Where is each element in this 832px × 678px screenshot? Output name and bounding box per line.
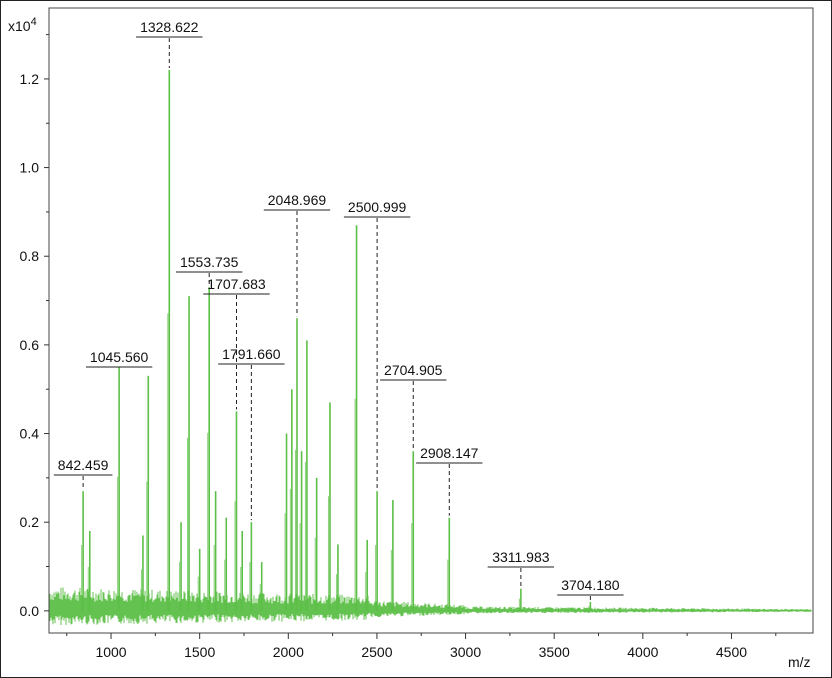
- peak-label: 2908.147: [420, 445, 479, 461]
- peak-label: 842.459: [58, 457, 109, 473]
- peak-label: 3311.983: [492, 549, 550, 565]
- peak-label: 2704.905: [384, 362, 443, 378]
- x-tick-label: 4500: [716, 644, 747, 660]
- x-tick-label: 1000: [95, 644, 126, 660]
- x-tick-label: 1500: [184, 644, 215, 660]
- plot-area: [48, 7, 814, 634]
- peak-label: 2048.969: [268, 192, 327, 208]
- spectrum-layer: [49, 70, 812, 625]
- x-tick-label: 3500: [539, 644, 570, 660]
- peak-label: 3704.180: [561, 577, 620, 593]
- peak-label-layer: 842.459 1045.560 1328.622 1553.735 1707.683 1…: [53, 19, 624, 600]
- peak-label: 1707.683: [207, 276, 266, 292]
- noise-baseline: [49, 587, 812, 625]
- x-tick-label: 4000: [627, 644, 658, 660]
- y-tick-label: 0.6: [20, 337, 40, 353]
- y-tick-label: 0.0: [20, 603, 40, 619]
- x-axis-label: m/z: [788, 654, 811, 670]
- peak-label: 1553.735: [180, 254, 239, 270]
- peak-label: 1045.560: [90, 349, 149, 365]
- x-tick-label: 2000: [273, 644, 304, 660]
- y-tick-label: 1.2: [20, 71, 40, 87]
- y-scale-exponent: 4: [31, 16, 37, 28]
- axis-layer: 0.0 0.2 0.4 0.6 0.8 1.0 1.2 1000 1500 2000 2500 300…: [20, 34, 777, 660]
- y-tick-label: 0.8: [20, 248, 40, 264]
- peak-label: 1791.660: [222, 346, 281, 362]
- peak-label: 1328.622: [140, 19, 199, 35]
- y-tick-label: 1.0: [20, 160, 40, 176]
- x-tick-label: 3000: [450, 644, 481, 660]
- x-tick-label: 2500: [361, 644, 392, 660]
- peak-label: 2500.999: [348, 199, 407, 215]
- y-tick-label: 0.4: [20, 426, 40, 442]
- y-tick-label: 0.2: [20, 514, 40, 530]
- y-scale-label: x104: [8, 16, 37, 34]
